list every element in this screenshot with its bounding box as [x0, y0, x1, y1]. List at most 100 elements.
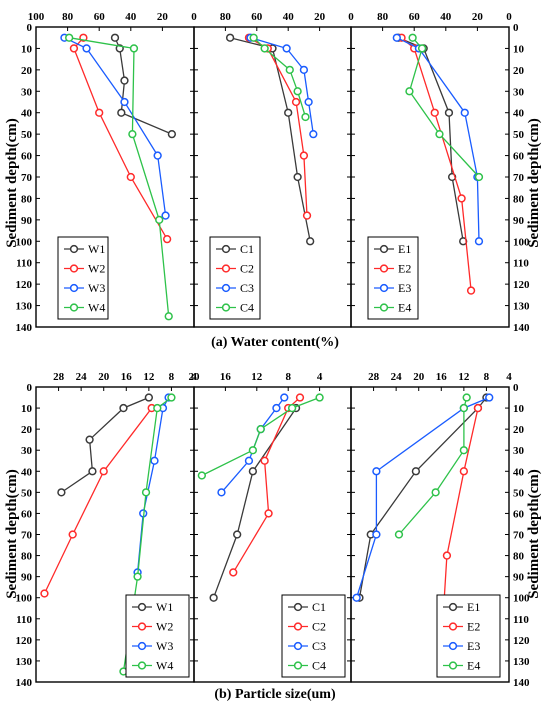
legend-swatch-marker [448, 661, 458, 670]
legend-label-W1: W1 [88, 242, 105, 256]
chart-panels: 100 80 60 40 20 00102030405060708090100110120… [16, 11, 531, 689]
panel-4: 28 24 20 16 12 8 40102030405060708090100110120… [16, 371, 198, 689]
y-tick-label-right: 80 [513, 551, 525, 563]
legend-swatch-marker [293, 622, 303, 631]
panel-6: 28 24 20 16 12 8 40 10 20 30 40 50 60 70 80 90 100 110 120… [350, 371, 530, 689]
y-tick-label-left: 120 [16, 279, 33, 291]
y-tick-label-left: 20 [21, 65, 33, 77]
data-point-W1 [117, 108, 126, 117]
data-point-E4 [408, 33, 417, 42]
data-point-E1 [444, 108, 454, 117]
x-tick-label: 80 [220, 11, 232, 23]
x-tick-label: 0 [348, 11, 354, 23]
y-axis-title-right-a: Sediment depth(cm) [526, 118, 542, 248]
y-tick-label-right: 120 [513, 279, 530, 291]
legend-swatch-marker [69, 244, 79, 254]
x-tick-label: 60 [409, 11, 421, 23]
data-point-W4 [164, 312, 173, 321]
data-point-C4 [248, 446, 258, 455]
y-tick-label-left: 40 [21, 466, 33, 478]
legend-swatch-marker [379, 283, 389, 293]
x-tick-label: 60 [251, 11, 263, 23]
data-point-C3 [217, 488, 226, 497]
y-tick-label-right: 0 [513, 382, 519, 394]
y-tick-label-right: 0 [513, 22, 519, 34]
data-point-E2 [466, 286, 476, 295]
y-tick-label-right: 20 [513, 65, 525, 77]
legend-label-W4: W4 [88, 301, 105, 315]
legend-label-C1: C1 [240, 242, 254, 256]
data-point-C1 [233, 530, 242, 539]
legend-swatch-marker [221, 303, 231, 312]
data-point-W1 [85, 435, 94, 444]
y-tick-label-left: 130 [16, 301, 33, 313]
data-point-C2 [291, 97, 301, 107]
data-point-C4 [293, 87, 302, 96]
legend-swatch-marker [137, 661, 147, 670]
data-point-W4 [128, 129, 137, 139]
data-point-W2 [126, 172, 135, 182]
y-tick-label-left: 130 [16, 656, 33, 668]
x-tick-label: 28 [368, 371, 380, 383]
data-point-C3 [309, 129, 318, 139]
y-tick-label-left: 100 [16, 236, 33, 248]
y-tick-label-right: 140 [513, 322, 530, 334]
y-tick-label-right: 80 [513, 193, 525, 205]
y-tick-label-left: 90 [21, 215, 33, 227]
data-point-W1 [110, 33, 120, 42]
y-tick-label-right: 100 [513, 593, 530, 605]
y-tick-label-right: 60 [513, 508, 525, 520]
x-tick-label: 4 [506, 371, 512, 383]
legend-box [57, 236, 109, 320]
legend-label-E4: E4 [467, 659, 480, 673]
legend-swatch-marker [221, 244, 231, 254]
data-point-W1 [57, 488, 66, 497]
legend-swatch-marker [379, 264, 389, 273]
legend-swatch-marker [221, 283, 231, 293]
legend-swatch-marker [293, 641, 303, 651]
panel-1: 100 80 60 40 20 0 0 10 20 30 40 50 60 70 80 90 100 110 120… [16, 11, 198, 334]
legend-swatch-marker [448, 641, 458, 651]
data-point-E4 [394, 530, 404, 539]
data-point-E4 [431, 488, 440, 497]
data-point-C1 [209, 593, 218, 602]
data-point-W4 [141, 488, 151, 497]
y-tick-label-left: 60 [21, 151, 33, 163]
data-point-W2 [69, 44, 79, 53]
x-tick-label: 16 [436, 371, 448, 383]
legend-label-E1: E1 [467, 600, 480, 614]
legend-swatch-marker [448, 622, 458, 631]
data-point-C1 [225, 33, 235, 42]
data-point-W4 [129, 44, 139, 53]
legend-label-E4: E4 [398, 301, 411, 315]
data-point-W2 [95, 108, 104, 117]
data-point-W3 [153, 151, 162, 160]
legend-swatch-marker [293, 661, 303, 670]
data-point-E4 [459, 446, 469, 455]
data-point-E4 [435, 129, 444, 139]
data-point-C3 [272, 403, 281, 413]
y-tick-label-right: 30 [513, 445, 525, 457]
y-tick-label-left: 80 [21, 193, 33, 205]
data-point-E3 [372, 467, 381, 476]
y-tick-label-left: 50 [21, 487, 33, 499]
data-point-C3 [299, 65, 309, 75]
y-axis-title-left-a: Sediment depth(cm) [4, 118, 20, 248]
data-point-W3 [120, 97, 129, 107]
x-tick-label: 24 [76, 371, 88, 383]
legend-label-C2: C2 [240, 262, 254, 276]
data-point-C4 [285, 65, 294, 75]
x-tick-label: 20 [413, 371, 425, 383]
legend-swatch-marker [69, 264, 79, 273]
data-point-C3 [304, 97, 313, 107]
data-point-C4 [256, 424, 265, 434]
y-tick-label-left: 30 [21, 86, 33, 98]
x-tick-label: 80 [62, 11, 74, 23]
data-point-C4 [249, 33, 258, 42]
y-tick-label-right: 100 [513, 236, 530, 248]
y-tick-label-left: 10 [21, 403, 33, 415]
data-point-W3 [82, 44, 91, 53]
y-tick-label-left: 100 [16, 593, 33, 605]
y-tick-label-right: 120 [513, 635, 530, 647]
y-tick-label-right: 40 [513, 108, 525, 120]
